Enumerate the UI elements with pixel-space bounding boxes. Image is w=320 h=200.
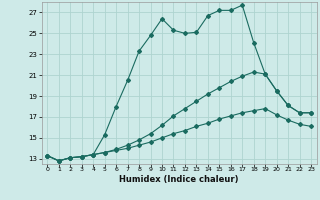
X-axis label: Humidex (Indice chaleur): Humidex (Indice chaleur) (119, 175, 239, 184)
